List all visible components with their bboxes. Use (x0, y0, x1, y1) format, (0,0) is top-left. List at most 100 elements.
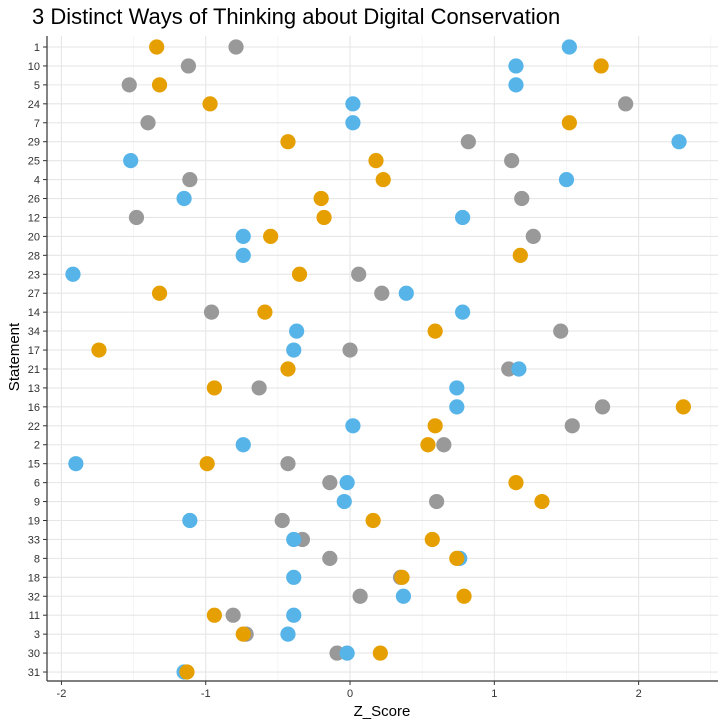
data-point (206, 380, 222, 396)
data-point (394, 569, 410, 585)
data-point (593, 58, 609, 74)
data-point (504, 153, 520, 169)
data-point (342, 342, 358, 358)
data-point (316, 209, 332, 226)
data-point (454, 209, 471, 226)
y-tick-label: 34 (28, 326, 40, 338)
data-point (508, 77, 524, 93)
data-point (257, 304, 273, 320)
y-tick-label: 18 (28, 572, 40, 584)
data-point (235, 626, 251, 642)
data-point (286, 569, 302, 585)
data-point (228, 39, 244, 55)
data-point (564, 418, 580, 434)
x-tick-label: 1 (491, 688, 497, 700)
data-point (339, 645, 355, 661)
data-point (179, 664, 195, 680)
y-tick-label: 25 (28, 156, 40, 168)
y-tick-label: 11 (29, 610, 40, 622)
data-point (149, 39, 165, 55)
data-point (460, 134, 476, 150)
y-tick-label: 20 (28, 231, 40, 243)
data-point (675, 399, 691, 415)
y-tick-label: 9 (34, 497, 40, 509)
data-point (398, 285, 414, 301)
x-tick-labels: -2 -1 0 1 2 (57, 681, 642, 700)
data-point (65, 266, 81, 282)
x-tick-label: -1 (201, 688, 211, 700)
data-point (671, 134, 687, 150)
y-tick-label: 24 (28, 99, 40, 111)
data-point (508, 58, 524, 74)
data-point (336, 493, 352, 510)
data-point (286, 342, 302, 358)
data-point (374, 285, 390, 301)
data-point (291, 266, 308, 282)
data-point (251, 380, 267, 396)
data-point (280, 456, 296, 472)
data-point (508, 475, 524, 491)
y-tick-label: 7 (34, 118, 40, 130)
y-tick-label: 8 (34, 553, 40, 565)
y-tick-label: 16 (28, 402, 40, 414)
data-point (534, 493, 550, 510)
y-tick-label: 12 (28, 212, 40, 224)
data-point (561, 39, 577, 55)
y-tick-label: 17 (28, 345, 40, 357)
data-point (123, 153, 139, 169)
data-point (203, 304, 220, 320)
y-tick-label: 21 (28, 364, 40, 376)
data-point (280, 361, 296, 377)
y-tick-label: 26 (28, 194, 40, 206)
x-tick-label: 2 (636, 688, 642, 700)
data-point (182, 512, 198, 529)
y-tick-label: 32 (28, 591, 40, 603)
data-point (351, 266, 367, 282)
data-point (206, 607, 222, 623)
data-point (427, 323, 443, 339)
data-point (618, 96, 634, 112)
data-point (263, 228, 279, 244)
data-point (594, 399, 611, 415)
data-point (202, 96, 218, 112)
data-point (553, 323, 569, 339)
y-tick-label: 14 (28, 307, 40, 319)
data-point (512, 247, 528, 263)
data-point (151, 77, 168, 93)
data-point (345, 96, 361, 112)
data-point (322, 550, 338, 566)
data-point (427, 418, 443, 434)
data-point (436, 437, 452, 453)
y-tick-label: 27 (28, 288, 40, 300)
data-point (140, 115, 156, 131)
y-tick-label: 1 (34, 42, 40, 54)
y-tick-label: 22 (28, 421, 40, 433)
data-point (313, 190, 329, 207)
data-point (372, 645, 388, 661)
data-point (365, 512, 381, 529)
data-point (235, 437, 251, 453)
x-tick-label: -2 (57, 688, 67, 700)
y-tick-label: 19 (28, 516, 40, 528)
data-point (235, 247, 251, 263)
x-tick-label: 0 (347, 688, 353, 700)
data-point (225, 607, 241, 623)
data-point (286, 531, 302, 548)
data-point (511, 361, 527, 377)
data-point (280, 626, 296, 642)
data-point (352, 588, 368, 604)
data-point (561, 115, 577, 131)
data-point (91, 342, 107, 358)
data-point (420, 437, 436, 453)
y-axis-label: Statement (6, 322, 23, 391)
y-tick-label: 2 (34, 440, 40, 452)
data-point (128, 209, 145, 226)
data-point (368, 153, 384, 169)
y-tick-label: 23 (28, 269, 40, 281)
data-point (235, 228, 251, 244)
data-point (345, 418, 361, 434)
data-point (429, 493, 445, 510)
y-tick-label: 29 (28, 137, 40, 149)
data-point (182, 171, 198, 188)
